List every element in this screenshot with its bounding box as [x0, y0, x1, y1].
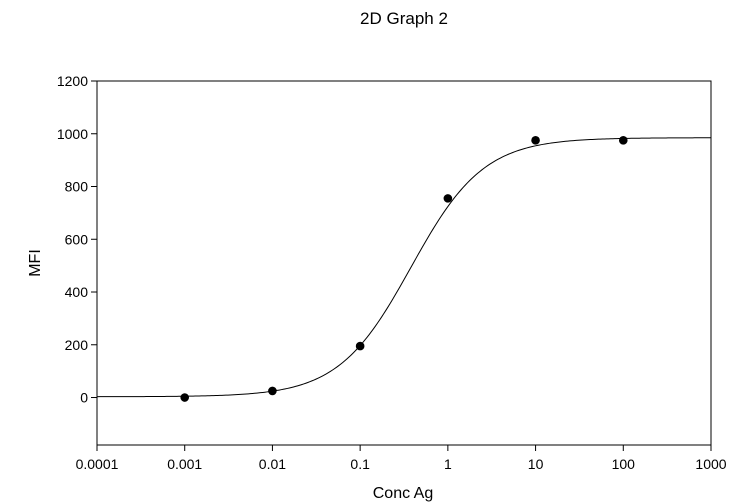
y-tick-label: 200: [65, 337, 89, 353]
data-point: [180, 393, 190, 402]
y-axis-label: MFI: [27, 249, 44, 277]
x-axis-label: Conc Ag: [373, 485, 433, 502]
data-point: [268, 386, 277, 396]
y-tick-label: 400: [65, 284, 89, 300]
y-tick-label: 1200: [57, 73, 88, 89]
y-tick-label: 1000: [57, 126, 88, 142]
x-tick-label: 10: [528, 456, 544, 472]
plot-area-frame: [96, 80, 712, 446]
data-point: [531, 136, 540, 145]
data-point: [443, 194, 453, 203]
x-tick-label: 0.01: [259, 456, 286, 472]
fit-curve: [96, 137, 711, 398]
y-tick-label: 800: [65, 179, 89, 195]
data-point: [355, 341, 365, 351]
y-tick-label: 0: [80, 390, 88, 406]
y-tick-label: 600: [65, 231, 89, 247]
x-tick-label: 100: [612, 456, 636, 472]
x-tick-label: 1: [444, 456, 452, 472]
x-axis-ticks: 0.0001 0.001 0.01 0.1 1 10 100 1000: [76, 445, 727, 472]
x-tick-label: 0.001: [167, 456, 202, 472]
x-tick-label: 0.1: [350, 456, 370, 472]
data-points: [180, 136, 628, 402]
data-point: [618, 136, 628, 145]
chart-title: 2D Graph 2: [360, 9, 448, 28]
y-axis-ticks: 0 200 400 600 800 1000 1200: [57, 73, 97, 406]
x-tick-label: 1000: [695, 456, 726, 472]
x-tick-label: 0.0001: [76, 456, 119, 472]
